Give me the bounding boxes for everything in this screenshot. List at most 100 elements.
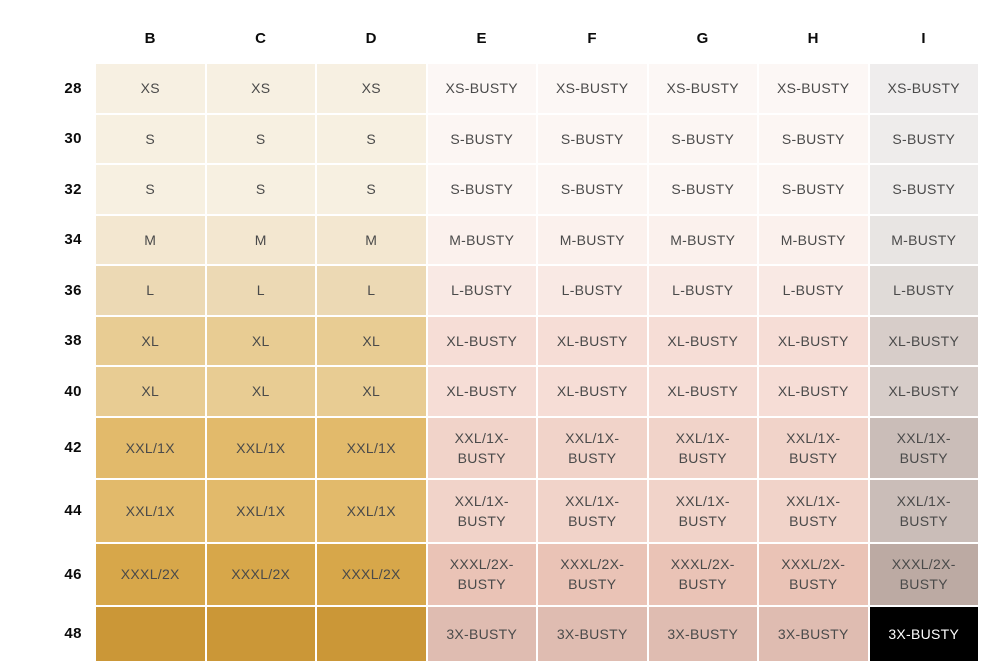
standard-size-cell: L bbox=[96, 266, 205, 315]
busty-size-cell-last-highlighted: 3X-BUSTY bbox=[869, 606, 978, 661]
busty-size-cell: XL-BUSTY bbox=[759, 316, 868, 365]
col-header-C: C bbox=[206, 0, 315, 62]
busty-size-cell: S-BUSTY bbox=[538, 165, 647, 214]
row-header-36: 36 bbox=[0, 266, 94, 315]
busty-size-cell: XXL/1X-BUSTY bbox=[648, 417, 757, 478]
col-header-D: D bbox=[317, 0, 426, 62]
busty-size-cell-last: S-BUSTY bbox=[869, 165, 978, 214]
col-header-I: I bbox=[869, 0, 978, 62]
busty-size-cell-last: M-BUSTY bbox=[869, 215, 978, 264]
busty-size-cell-last: XXL/1X-BUSTY bbox=[869, 417, 978, 478]
busty-size-cell: XL-BUSTY bbox=[759, 367, 868, 416]
row-header-30: 30 bbox=[0, 114, 94, 163]
busty-size-cell: S-BUSTY bbox=[648, 114, 757, 163]
standard-size-cell: XL bbox=[206, 367, 315, 416]
row-header-44: 44 bbox=[0, 479, 94, 542]
busty-size-cell: XXXL/2X-BUSTY bbox=[759, 543, 868, 605]
busty-size-cell: XL-BUSTY bbox=[427, 316, 536, 365]
busty-size-cell: M-BUSTY bbox=[427, 215, 536, 264]
standard-size-cell: XXXL/2X bbox=[96, 543, 205, 605]
size-chart-table: B C D E F G H I 28 XS XS XS XS-BUSTY XS-… bbox=[0, 0, 978, 661]
busty-size-cell: L-BUSTY bbox=[427, 266, 536, 315]
standard-size-cell: XXL/1X bbox=[206, 479, 315, 542]
busty-size-cell-last: XS-BUSTY bbox=[869, 64, 978, 113]
standard-size-cell: XXXL/2X bbox=[206, 543, 315, 605]
busty-size-cell: S-BUSTY bbox=[427, 114, 536, 163]
busty-size-cell: M-BUSTY bbox=[759, 215, 868, 264]
busty-size-cell: 3X-BUSTY bbox=[648, 606, 757, 661]
standard-size-cell: M bbox=[317, 215, 426, 264]
busty-size-cell: L-BUSTY bbox=[648, 266, 757, 315]
standard-size-cell: XL bbox=[317, 367, 426, 416]
busty-size-cell: XXL/1X-BUSTY bbox=[538, 417, 647, 478]
standard-size-cell: M bbox=[96, 215, 205, 264]
busty-size-cell: M-BUSTY bbox=[538, 215, 647, 264]
standard-size-cell: XL bbox=[317, 316, 426, 365]
row-header-38: 38 bbox=[0, 316, 94, 365]
busty-size-cell: XL-BUSTY bbox=[648, 367, 757, 416]
standard-size-cell: XL bbox=[206, 316, 315, 365]
busty-size-cell-last: XXL/1X-BUSTY bbox=[869, 479, 978, 542]
busty-size-cell: XXL/1X-BUSTY bbox=[648, 479, 757, 542]
standard-size-cell: L bbox=[206, 266, 315, 315]
col-header-E: E bbox=[427, 0, 536, 62]
standard-size-cell: S bbox=[206, 114, 315, 163]
col-header-G: G bbox=[648, 0, 757, 62]
busty-size-cell: XXXL/2X-BUSTY bbox=[538, 543, 647, 605]
standard-size-cell: XL bbox=[96, 316, 205, 365]
busty-size-cell: 3X-BUSTY bbox=[538, 606, 647, 661]
busty-size-cell-last: XL-BUSTY bbox=[869, 367, 978, 416]
standard-size-cell: S bbox=[96, 165, 205, 214]
row-header-40: 40 bbox=[0, 367, 94, 416]
col-header-H: H bbox=[759, 0, 868, 62]
busty-size-cell: S-BUSTY bbox=[427, 165, 536, 214]
standard-size-cell: XXL/1X bbox=[206, 417, 315, 478]
busty-size-cell-last: XL-BUSTY bbox=[869, 316, 978, 365]
standard-size-cell: XXL/1X bbox=[317, 479, 426, 542]
col-header-F: F bbox=[538, 0, 647, 62]
busty-size-cell: XXL/1X-BUSTY bbox=[538, 479, 647, 542]
busty-size-cell-last: S-BUSTY bbox=[869, 114, 978, 163]
busty-size-cell: XXXL/2X-BUSTY bbox=[427, 543, 536, 605]
row-header-28: 28 bbox=[0, 64, 94, 113]
standard-size-cell: XXL/1X bbox=[96, 479, 205, 542]
standard-size-cell-empty bbox=[206, 606, 315, 661]
size-chart-grid: B C D E F G H I 28 XS XS XS XS-BUSTY XS-… bbox=[0, 0, 978, 661]
standard-size-cell: M bbox=[206, 215, 315, 264]
standard-size-cell: L bbox=[317, 266, 426, 315]
standard-size-cell: XXL/1X bbox=[317, 417, 426, 478]
standard-size-cell: S bbox=[317, 165, 426, 214]
busty-size-cell-last: XXXL/2X-BUSTY bbox=[869, 543, 978, 605]
busty-size-cell-last: L-BUSTY bbox=[869, 266, 978, 315]
row-header-46: 46 bbox=[0, 543, 94, 605]
busty-size-cell: XS-BUSTY bbox=[427, 64, 536, 113]
busty-size-cell: XL-BUSTY bbox=[427, 367, 536, 416]
row-header-48: 48 bbox=[0, 606, 94, 661]
busty-size-cell: XL-BUSTY bbox=[538, 316, 647, 365]
busty-size-cell: S-BUSTY bbox=[759, 114, 868, 163]
row-header-34: 34 bbox=[0, 215, 94, 264]
busty-size-cell: XL-BUSTY bbox=[538, 367, 647, 416]
busty-size-cell: 3X-BUSTY bbox=[759, 606, 868, 661]
standard-size-cell: S bbox=[206, 165, 315, 214]
standard-size-cell: XS bbox=[206, 64, 315, 113]
busty-size-cell: XXXL/2X-BUSTY bbox=[648, 543, 757, 605]
standard-size-cell: XXXL/2X bbox=[317, 543, 426, 605]
busty-size-cell: S-BUSTY bbox=[759, 165, 868, 214]
standard-size-cell: XS bbox=[96, 64, 205, 113]
standard-size-cell: S bbox=[96, 114, 205, 163]
busty-size-cell: XXL/1X-BUSTY bbox=[427, 479, 536, 542]
corner-spacer bbox=[0, 0, 94, 62]
busty-size-cell: S-BUSTY bbox=[648, 165, 757, 214]
row-header-42: 42 bbox=[0, 417, 94, 478]
standard-size-cell: XL bbox=[96, 367, 205, 416]
standard-size-cell-empty bbox=[317, 606, 426, 661]
busty-size-cell: XS-BUSTY bbox=[538, 64, 647, 113]
busty-size-cell: XS-BUSTY bbox=[759, 64, 868, 113]
busty-size-cell: L-BUSTY bbox=[759, 266, 868, 315]
standard-size-cell: S bbox=[317, 114, 426, 163]
busty-size-cell: L-BUSTY bbox=[538, 266, 647, 315]
busty-size-cell: XXL/1X-BUSTY bbox=[759, 417, 868, 478]
busty-size-cell: XS-BUSTY bbox=[648, 64, 757, 113]
busty-size-cell: S-BUSTY bbox=[538, 114, 647, 163]
